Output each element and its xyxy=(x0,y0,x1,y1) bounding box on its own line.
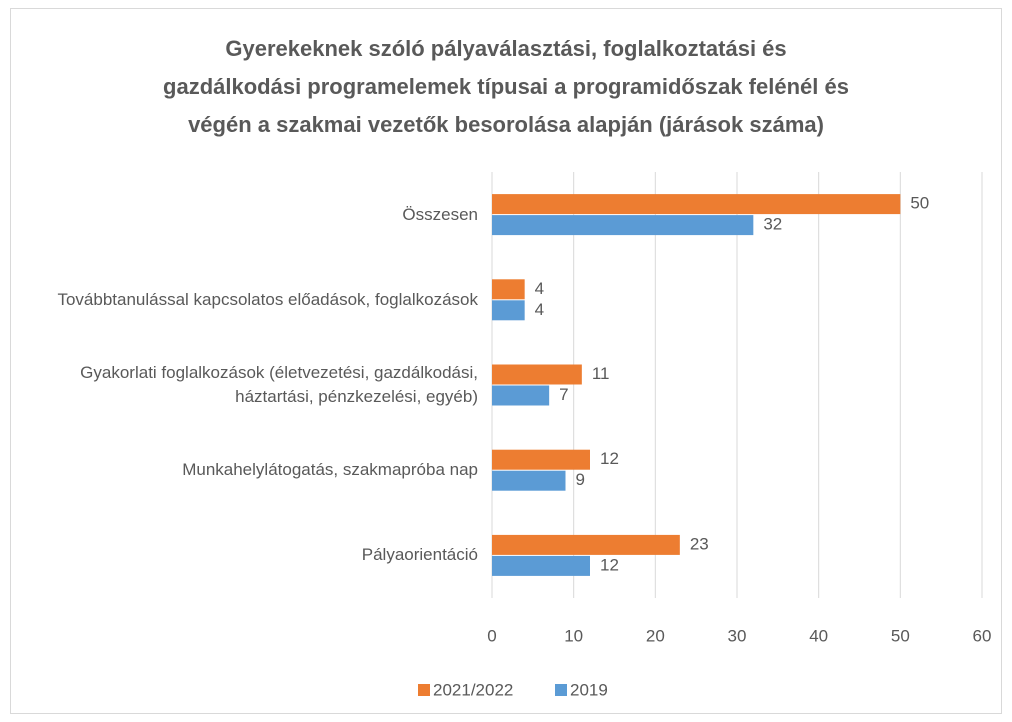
legend-swatch xyxy=(418,684,430,696)
value-label: 50 xyxy=(910,194,929,213)
bar xyxy=(492,555,590,576)
x-tick-label: 30 xyxy=(728,626,747,645)
y-tick-label: Továbbtanulással kapcsolatos előadások, … xyxy=(57,289,478,309)
value-label: 9 xyxy=(576,470,585,489)
x-tick-label: 60 xyxy=(973,626,992,645)
chart-border xyxy=(10,8,1002,714)
x-tick-label: 0 xyxy=(487,626,496,645)
y-tick-label: Pályaorientáció xyxy=(361,545,478,565)
y-tick-label: Munkahelylátogatás, szakmapróba nap xyxy=(182,460,478,480)
bar xyxy=(492,194,901,215)
value-label: 11 xyxy=(592,364,610,383)
bar xyxy=(492,385,550,406)
bar xyxy=(492,449,590,470)
value-label: 4 xyxy=(535,300,544,319)
bar xyxy=(492,534,680,555)
y-tick-label: Gyakorlati foglalkozások (életvezetési, … xyxy=(80,363,478,406)
chart-title: végén a szakmai vezetők besorolása alapj… xyxy=(188,112,824,137)
chart-title: Gyerekeknek szóló pályaválasztási, fogla… xyxy=(225,36,786,61)
x-tick-label: 40 xyxy=(809,626,828,645)
value-label: 7 xyxy=(559,385,568,404)
legend-label: 2019 xyxy=(570,680,608,699)
x-tick-label: 10 xyxy=(564,626,583,645)
value-label: 23 xyxy=(690,534,709,553)
value-label: 12 xyxy=(600,555,619,574)
value-label: 12 xyxy=(600,449,619,468)
legend-label: 2021/2022 xyxy=(433,680,513,699)
value-label: 32 xyxy=(763,215,782,234)
bar xyxy=(492,300,525,321)
value-label: 4 xyxy=(535,279,544,298)
chart-title: gazdálkodási programelemek típusai a pro… xyxy=(163,74,849,99)
bar xyxy=(492,470,566,491)
legend-swatch xyxy=(555,684,567,696)
bar xyxy=(492,364,582,385)
bar xyxy=(492,215,754,236)
y-tick-label: Összesen xyxy=(402,204,478,224)
x-tick-label: 20 xyxy=(646,626,665,645)
x-tick-label: 50 xyxy=(891,626,910,645)
bar xyxy=(492,279,525,300)
